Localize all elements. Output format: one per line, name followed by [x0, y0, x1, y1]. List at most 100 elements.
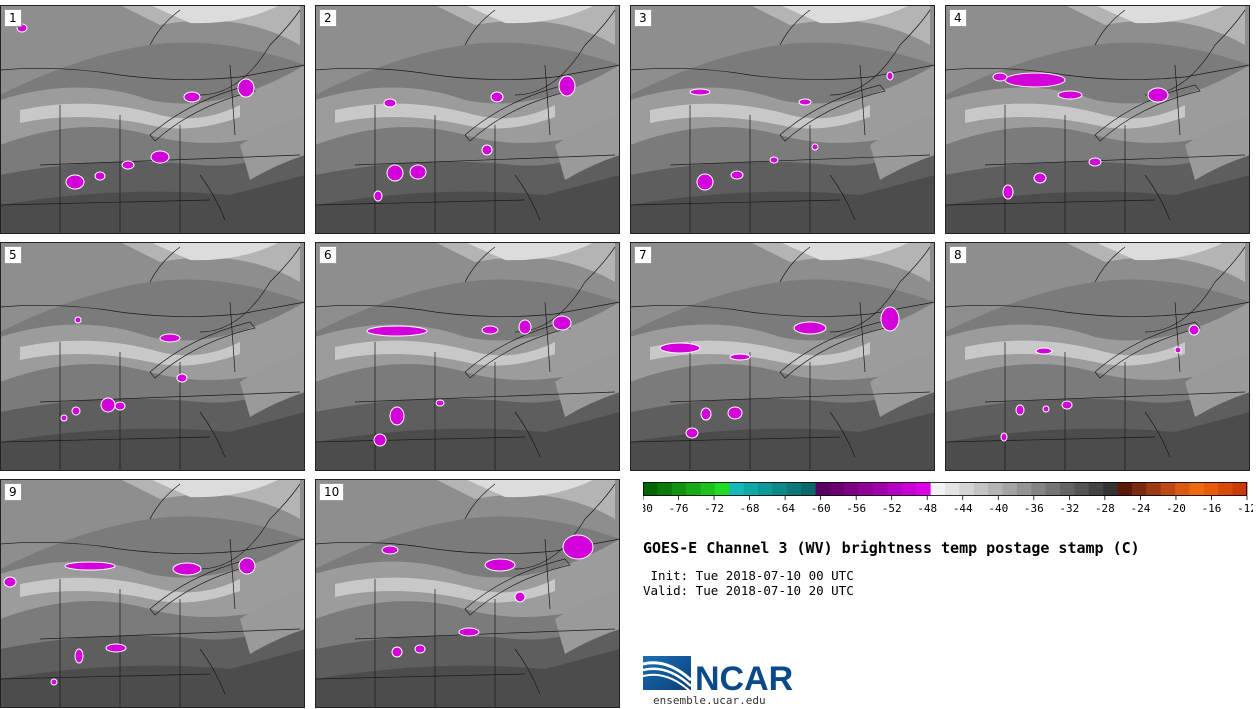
map-border-line [829, 9, 931, 96]
cold-cloud-blob [886, 71, 894, 81]
stamp-map [945, 5, 1250, 234]
colorbar-segment [916, 482, 932, 496]
colorbar-segment [772, 482, 788, 496]
stamp-number: 10 [319, 483, 345, 501]
colorbar-segment [1203, 482, 1219, 496]
cold-cloud-blob [1004, 72, 1066, 88]
cold-cloud-blob [484, 558, 516, 572]
cold-cloud-blob [114, 401, 126, 411]
cold-cloud-blob [458, 627, 480, 637]
cold-cloud-blob [518, 319, 532, 335]
map-border-line [0, 301, 305, 317]
stamp-panel-7: 7 [630, 242, 935, 471]
map-border-line [199, 174, 226, 221]
map-band [0, 479, 305, 569]
map-border-line [630, 301, 935, 317]
map-contour [149, 321, 256, 379]
map-band [150, 5, 280, 24]
colorbar-segment [801, 482, 817, 496]
colorbar-segment [887, 482, 903, 496]
map-band [965, 103, 1185, 129]
stamp-frame [315, 242, 620, 471]
colorbar-segment [643, 482, 658, 496]
map-border-line [514, 174, 541, 221]
map-contour [149, 84, 256, 142]
colorbar-segment [1103, 482, 1119, 496]
map-border-line [464, 9, 496, 46]
stamp-frame [630, 242, 935, 471]
map-border-line [0, 673, 211, 680]
stamp-frame [0, 5, 305, 234]
map-border-line [630, 199, 841, 206]
map-border-line [984, 391, 1246, 403]
cold-cloud-blob [730, 170, 744, 180]
colorbar-segment [973, 482, 989, 496]
cold-cloud-blob [1002, 184, 1014, 200]
colorbar-tick-label: -36 [1024, 502, 1044, 515]
cold-cloud-blob [992, 72, 1008, 82]
stamp-frame [315, 5, 620, 234]
cold-cloud-blob [727, 406, 743, 420]
colorbar-segment [729, 482, 745, 496]
map-border-line [229, 64, 236, 136]
cold-cloud-blob [798, 98, 812, 106]
map-band [630, 412, 935, 471]
cold-cloud-blob [386, 164, 404, 182]
map-band [20, 340, 240, 366]
map-border-line [315, 538, 620, 554]
cold-cloud-blob [1174, 346, 1182, 354]
map-border-line [354, 628, 616, 640]
map-border-line [514, 483, 616, 570]
map-band [555, 589, 620, 654]
cold-cloud-blob [552, 315, 572, 331]
colorbar-tick-label: -48 [917, 502, 937, 515]
cold-cloud-blob [1188, 324, 1200, 336]
colorbar-segment [1060, 482, 1075, 496]
cold-cloud-blob [1061, 400, 1073, 410]
map-border-line [945, 199, 1156, 206]
map-band [945, 65, 1250, 145]
map-band [335, 340, 555, 366]
stamp-map [315, 242, 620, 471]
map-band [0, 649, 305, 708]
map-border-line [779, 246, 811, 283]
cold-cloud-blob [50, 678, 58, 686]
map-band [555, 352, 620, 417]
ncar-logo: NCAR [643, 656, 793, 694]
map-band [630, 5, 935, 95]
cold-cloud-blob [105, 643, 127, 653]
cold-cloud-blob [811, 143, 819, 151]
map-band [945, 412, 1250, 471]
cold-cloud-blob [793, 321, 827, 335]
stamp-frame [0, 479, 305, 708]
cold-cloud-blob [159, 333, 181, 343]
colorbar-segment [901, 482, 917, 496]
stamp-frame [0, 242, 305, 471]
colorbar-segment [930, 482, 946, 496]
colorbar-segment [686, 482, 702, 496]
map-band [0, 302, 305, 382]
colorbar-tick-label: -28 [1095, 502, 1115, 515]
map-border-line [829, 246, 931, 333]
map-border-line [669, 154, 931, 166]
colorbar-segment [844, 482, 860, 496]
map-border-line [669, 391, 931, 403]
map-contour [464, 558, 571, 616]
stamp-panel-5: 5 [0, 242, 305, 471]
cold-cloud-blob [490, 91, 504, 103]
map-border-line [829, 174, 856, 221]
colorbar-segment [700, 482, 716, 496]
map-band [315, 412, 620, 471]
stamp-frame [945, 5, 1250, 234]
cold-cloud-blob [514, 591, 526, 603]
map-band [870, 352, 935, 417]
map-band [1185, 115, 1250, 180]
map-band [870, 115, 935, 180]
stamp-number: 2 [319, 9, 337, 27]
map-band [630, 242, 935, 332]
map-band [150, 479, 280, 498]
cold-cloud-blob [729, 353, 751, 361]
map-border-line [315, 199, 526, 206]
colorbar-tick-label: -44 [953, 502, 973, 515]
stamp-map [0, 5, 305, 234]
